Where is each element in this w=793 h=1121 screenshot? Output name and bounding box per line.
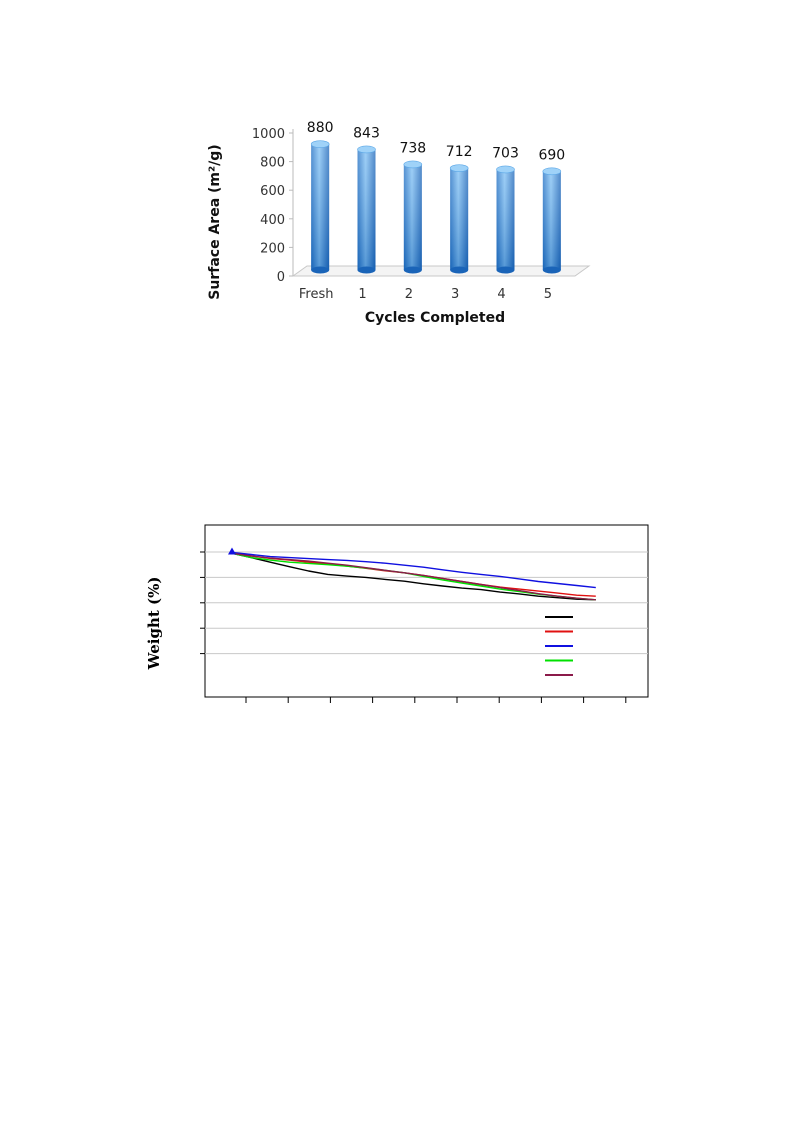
bar-category-label: 5 [544, 287, 552, 302]
line-chart-svg: Weight (%) [145, 524, 649, 703]
bar-top-cap [357, 145, 376, 154]
bar-category-label: 1 [358, 287, 366, 302]
bar-data-label: 712 [446, 144, 473, 160]
bar-category-label: 4 [497, 287, 505, 302]
bar-base-cap [403, 266, 422, 274]
bar-shade [403, 164, 422, 270]
bar-y-tick-label: 800 [260, 156, 285, 171]
bar-y-tick-label: 0 [277, 270, 285, 285]
bar-data-label: 738 [399, 140, 426, 156]
line-y-axis-title: Weight (%) [145, 577, 163, 671]
bar-y-axis-title: Surface Area (m²/g) [207, 144, 223, 299]
bar-chart-svg: Surface Area (m²/g) Cycles Completed 0 20… [207, 120, 591, 326]
bar-base-cap [542, 266, 561, 274]
bar-base-cap [450, 266, 469, 274]
line-series [231, 552, 596, 601]
bar-base-cap [496, 266, 515, 274]
bar-data-label: 880 [307, 120, 334, 136]
bar-top-cap [449, 164, 469, 172]
bar-y-tick-label: 400 [260, 213, 285, 228]
bar-data-label: 690 [538, 147, 565, 163]
bar-shade [311, 144, 330, 270]
bar-category-label: Fresh [299, 287, 334, 302]
bar-base-cap [357, 266, 376, 274]
bar-y-tick-label: 200 [260, 241, 285, 256]
line-series [231, 551, 596, 589]
bar-data-label: 843 [353, 125, 380, 141]
bar-shade [357, 149, 376, 270]
bar-category-label: 3 [451, 287, 459, 302]
bar-top-cap [542, 167, 562, 176]
bar-y-tick-label: 1000 [252, 127, 285, 142]
bar-top-cap [310, 140, 330, 148]
bar-y-tick-label: 600 [260, 184, 285, 199]
bar-shade [450, 168, 469, 270]
bar-x-axis-title: Cycles Completed [365, 310, 505, 326]
bar-data-label: 703 [492, 145, 519, 161]
bar-top-cap [496, 165, 515, 174]
bar-top-cap [403, 160, 423, 169]
bar-category-label: 2 [405, 287, 413, 302]
line-series [231, 552, 596, 601]
weight-line-chart: Weight (%) [135, 515, 665, 725]
bar-base-cap [311, 266, 330, 274]
surface-area-bar-chart: Surface Area (m²/g) Cycles Completed 0 20… [195, 110, 605, 350]
bar-shade [496, 169, 515, 270]
line-start-marker [228, 547, 236, 555]
bar-shade [542, 171, 561, 270]
line-plot-frame [204, 524, 649, 698]
